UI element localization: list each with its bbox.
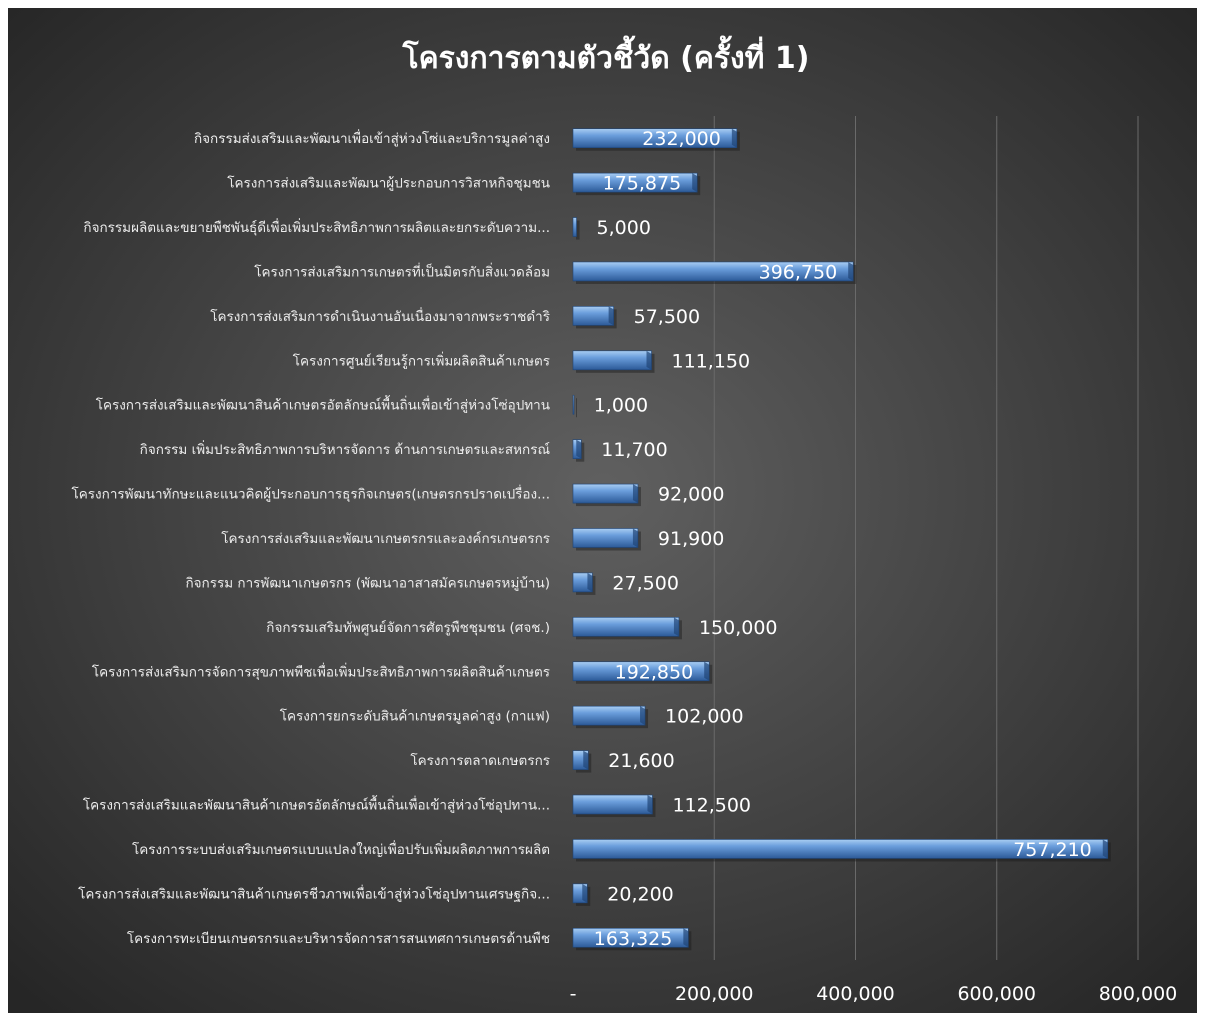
category-label: โครงการศูนย์เรียนรู้การเพิ่มผลิตสินค้าเก…	[293, 351, 550, 369]
data-labels: 232,000 175,875 5,000 396,750 57,500 111,150 1…	[594, 128, 1092, 950]
bar-cap	[587, 572, 593, 592]
category-labels: กิจกรรมส่งเสริมและพัฒนาเพื่อเข้าสู่ห่วงโ…	[72, 129, 550, 947]
category-label: โครงการส่งเสริมและพัฒนาสินค้าเกษตรอัตลัก…	[83, 795, 550, 814]
bar-cap	[848, 261, 854, 281]
bar-cap	[646, 350, 652, 370]
x-tick-label: 200,000	[675, 983, 754, 1005]
category-label: โครงการส่งเสริมและพัฒนาสินค้าเกษตรอัตลัก…	[96, 395, 550, 414]
bar-cap	[731, 128, 737, 148]
data-label: 757,210	[1013, 839, 1092, 861]
category-label: โครงการส่งเสริมการจัดการสุขภาพพืชเพื่อเพ…	[92, 662, 550, 680]
data-label: 102,000	[665, 706, 744, 728]
bar	[572, 705, 646, 726]
category-label: โครงการตลาดเกษตรกร	[410, 752, 550, 769]
category-label: โครงการส่งเสริมการเกษตรที่เป็นมิตรกับสิ่…	[254, 262, 550, 280]
bar	[572, 394, 575, 415]
data-label: 175,875	[603, 173, 682, 195]
bar	[572, 217, 577, 237]
category-label: โครงการส่งเสริมการดำเนินงานอันเนื่องมาจา…	[210, 307, 550, 325]
bar-cap	[576, 439, 582, 459]
bar-cap	[683, 928, 689, 948]
data-label: 1,000	[594, 395, 648, 417]
bar	[572, 617, 680, 637]
data-label: 27,500	[612, 572, 678, 594]
data-label: 163,325	[594, 928, 673, 950]
bar-cap	[632, 484, 638, 504]
bar-cap	[704, 661, 710, 681]
x-tick-label: 600,000	[957, 983, 1036, 1005]
data-label: 57,500	[634, 306, 700, 328]
bar	[572, 350, 652, 371]
data-label: 21,600	[608, 750, 674, 772]
category-label: โครงการยกระดับสินค้าเกษตรมูลค่าสูง (กาแฟ…	[280, 708, 550, 725]
bar-cap	[673, 617, 679, 637]
category-label: กิจกรรมส่งเสริมและพัฒนาเพื่อเข้าสู่ห่วงโ…	[194, 129, 550, 147]
data-label: 91,900	[658, 528, 724, 550]
x-axis-ticks: - 200,000 400,000 600,000 800,000	[570, 983, 1178, 1005]
category-label: กิจกรรม การพัฒนาเกษตรกร (พัฒนาอาสาสมัครเ…	[185, 575, 550, 591]
data-label: 112,500	[672, 795, 751, 817]
data-label: 5,000	[597, 217, 651, 239]
category-label: กิจกรรมผลิตและขยายพืชพันธุ์ดีเพื่อเพิ่มป…	[83, 218, 550, 236]
gridlines	[713, 116, 1139, 960]
bar-cap	[1102, 839, 1108, 859]
bar-cap	[640, 706, 646, 726]
bar	[572, 306, 614, 326]
data-label: 192,850	[615, 661, 694, 683]
x-tick-label: 800,000	[1099, 983, 1178, 1005]
bar-cap	[692, 173, 698, 193]
bar-cap	[647, 795, 653, 815]
bar-shadow	[576, 398, 577, 418]
category-label: กิจกรรม เพิ่มประสิทธิภาพการบริหารจัดการ …	[140, 440, 550, 458]
chart-background	[8, 8, 1197, 1013]
data-label: 396,750	[759, 261, 838, 283]
bars	[572, 128, 1111, 951]
data-label: 92,000	[658, 484, 724, 506]
bar-cap	[608, 306, 614, 326]
bar-shadow	[576, 220, 580, 240]
category-label: โครงการทะเบียนเกษตรกรและบริหารจัดการสารส…	[127, 930, 550, 947]
category-label: โครงการพัฒนาทักษะและแนวคิดผู้ประกอบการธุ…	[72, 485, 550, 503]
data-label: 150,000	[699, 617, 778, 639]
data-label: 232,000	[642, 128, 721, 150]
category-label: โครงการส่งเสริมและพัฒนาผู้ประกอบการวิสาห…	[227, 175, 550, 192]
bar-cap	[632, 528, 638, 548]
category-label: กิจกรรมเสริมทัพศูนย์จัดการศัตรูพืชชุมชน …	[266, 619, 550, 636]
data-label: 11,700	[601, 439, 667, 461]
category-label: โครงการระบบส่งเสริมเกษตรแบบแปลงใหญ่เพื่อ…	[132, 840, 550, 858]
x-tick-label: 400,000	[816, 983, 895, 1005]
bar-cap	[583, 750, 589, 770]
bar	[572, 528, 639, 548]
x-tick-label: -	[570, 983, 577, 1005]
data-label: 20,200	[607, 883, 673, 905]
chart-title: โครงการตามตัวชี้วัด (ครั้งที่ 1)	[402, 35, 810, 76]
bar	[572, 483, 639, 504]
category-label: โครงการส่งเสริมและพัฒนาสินค้าเกษตรชีวภาพ…	[78, 884, 550, 902]
bar	[572, 794, 653, 815]
data-label: 111,150	[671, 350, 750, 372]
category-label: โครงการส่งเสริมและพัฒนาเกษตรกรและองค์กรเ…	[221, 530, 550, 547]
bar-cap	[582, 883, 588, 903]
